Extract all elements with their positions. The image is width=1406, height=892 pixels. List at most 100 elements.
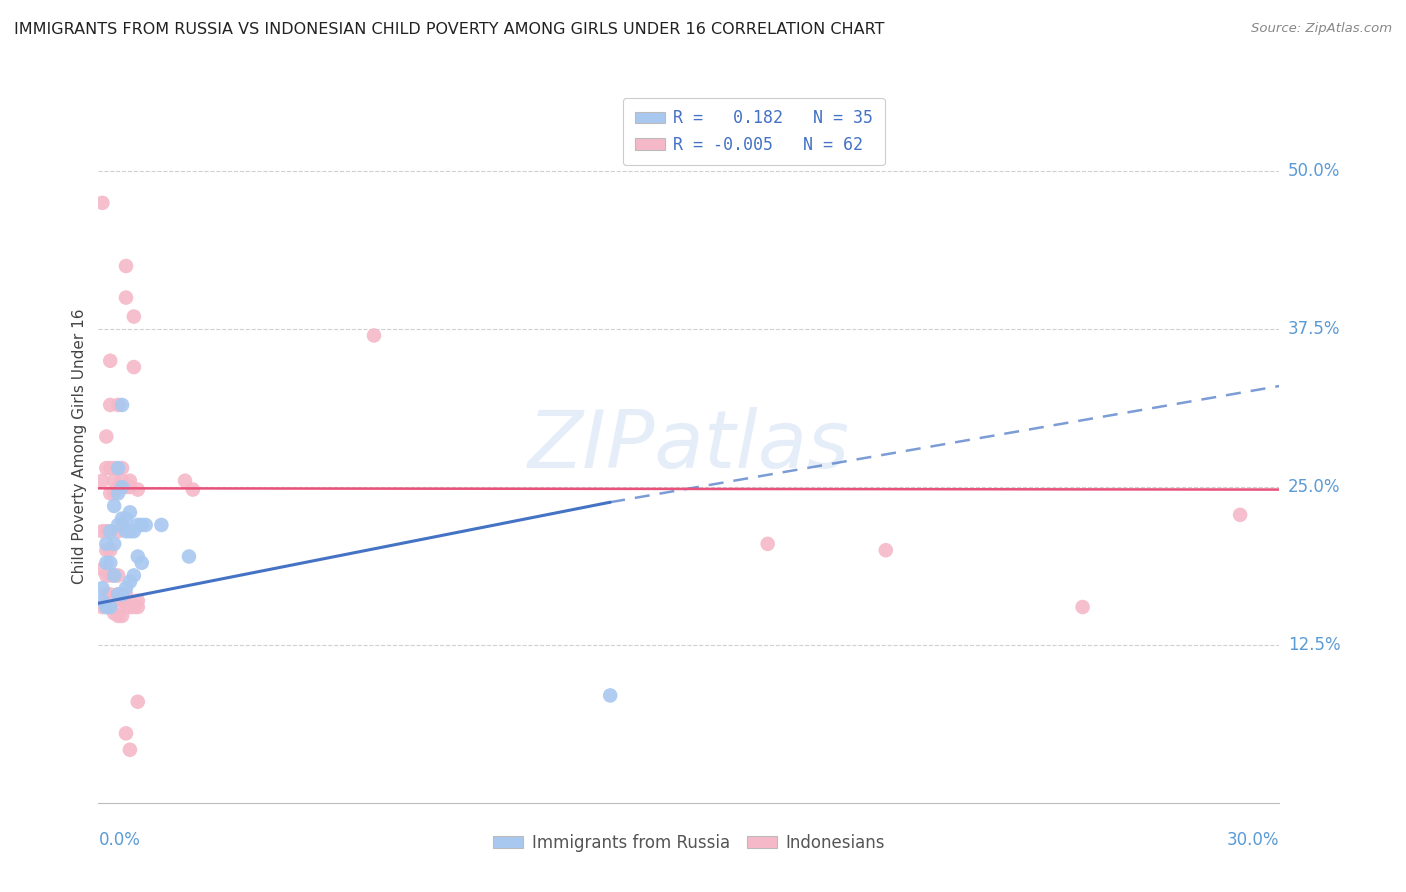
Point: [115, 259, 138, 273]
Point: [118, 574, 141, 589]
Point: [107, 461, 129, 475]
Point: [103, 568, 125, 582]
Text: ZIPatlas: ZIPatlas: [527, 407, 851, 485]
Point: [122, 524, 145, 539]
Point: [103, 461, 125, 475]
Point: [98, 556, 121, 570]
Point: [96, 587, 118, 601]
Point: [103, 537, 125, 551]
Point: [98, 600, 121, 615]
Point: [127, 695, 149, 709]
Point: [118, 743, 141, 757]
Point: [98, 600, 121, 615]
Point: [103, 474, 125, 488]
Text: 12.5%: 12.5%: [1288, 636, 1340, 654]
Point: [111, 511, 134, 525]
Point: [111, 608, 134, 623]
Point: [91, 195, 114, 210]
Point: [107, 608, 129, 623]
Point: [98, 524, 121, 539]
Point: [103, 607, 125, 621]
Point: [98, 568, 121, 582]
Point: [115, 524, 138, 539]
Point: [122, 568, 145, 582]
Point: [150, 517, 173, 532]
Text: 0.0%: 0.0%: [98, 830, 141, 848]
Point: [1229, 508, 1251, 522]
Point: [98, 353, 121, 368]
Point: [91, 593, 114, 607]
Point: [96, 461, 118, 475]
Point: [111, 517, 134, 532]
Point: [131, 517, 153, 532]
Point: [131, 556, 153, 570]
Point: [115, 587, 138, 601]
Text: 50.0%: 50.0%: [1288, 162, 1340, 180]
Point: [91, 581, 114, 595]
Y-axis label: Child Poverty Among Girls Under 16: Child Poverty Among Girls Under 16: [72, 309, 87, 583]
Point: [103, 568, 125, 582]
Point: [599, 689, 621, 703]
Point: [111, 461, 134, 475]
Point: [115, 480, 138, 494]
Point: [174, 474, 197, 488]
Point: [127, 593, 149, 607]
Point: [107, 486, 129, 500]
Point: [127, 517, 149, 532]
Point: [111, 587, 134, 601]
Point: [127, 600, 149, 615]
Point: [91, 474, 114, 488]
Point: [96, 556, 118, 570]
Point: [875, 543, 897, 558]
Point: [98, 486, 121, 500]
Point: [115, 726, 138, 740]
Point: [118, 524, 141, 539]
Point: [107, 398, 129, 412]
Point: [122, 600, 145, 615]
Point: [96, 600, 118, 615]
Point: [135, 517, 157, 532]
Point: [115, 511, 138, 525]
Point: [122, 310, 145, 324]
Point: [107, 587, 129, 601]
Point: [103, 486, 125, 500]
Point: [115, 600, 138, 615]
Point: [107, 568, 129, 582]
Point: [96, 543, 118, 558]
Point: [115, 581, 138, 595]
Point: [98, 398, 121, 412]
Text: Source: ZipAtlas.com: Source: ZipAtlas.com: [1251, 22, 1392, 36]
Point: [98, 543, 121, 558]
Point: [91, 600, 114, 615]
Point: [107, 480, 129, 494]
Point: [127, 483, 149, 497]
Point: [107, 517, 129, 532]
Point: [96, 537, 118, 551]
Point: [96, 568, 118, 582]
Point: [118, 474, 141, 488]
Point: [91, 524, 114, 539]
Point: [111, 593, 134, 607]
Point: [91, 562, 114, 576]
Point: [103, 593, 125, 607]
Point: [127, 549, 149, 564]
Point: [118, 505, 141, 519]
Text: IMMIGRANTS FROM RUSSIA VS INDONESIAN CHILD POVERTY AMONG GIRLS UNDER 16 CORRELAT: IMMIGRANTS FROM RUSSIA VS INDONESIAN CHI…: [14, 22, 884, 37]
Point: [111, 587, 134, 601]
Point: [107, 587, 129, 601]
Text: 30.0%: 30.0%: [1227, 830, 1279, 848]
Point: [118, 480, 141, 494]
Point: [363, 328, 385, 343]
Point: [98, 461, 121, 475]
Point: [96, 429, 118, 443]
Point: [96, 524, 118, 539]
Point: [181, 483, 204, 497]
Point: [1071, 600, 1094, 615]
Point: [115, 291, 138, 305]
Text: 25.0%: 25.0%: [1288, 478, 1340, 496]
Point: [122, 360, 145, 375]
Point: [96, 600, 118, 615]
Text: 37.5%: 37.5%: [1288, 320, 1340, 338]
Point: [756, 537, 779, 551]
Point: [103, 499, 125, 513]
